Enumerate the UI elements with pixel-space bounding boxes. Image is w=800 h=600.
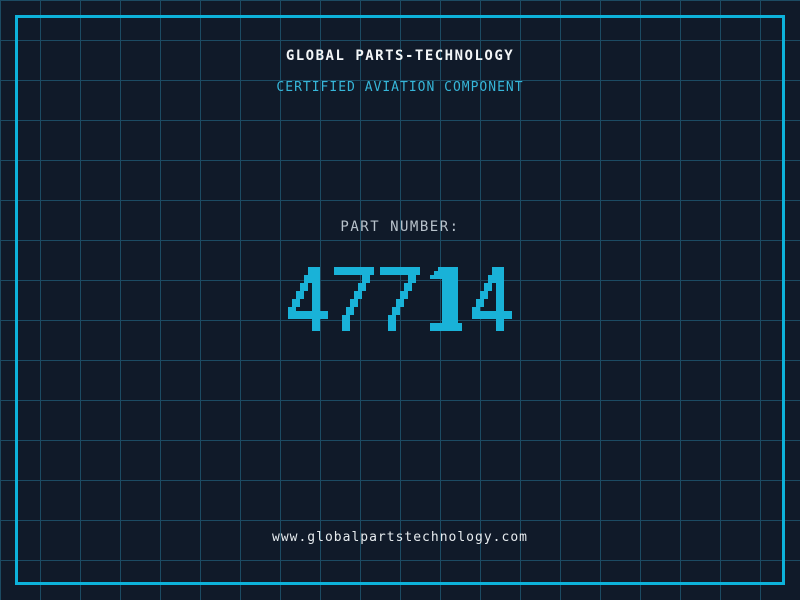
part-number-digit <box>472 267 512 331</box>
part-number-digit <box>430 267 462 331</box>
part-number-value <box>0 267 800 331</box>
blueprint-border-frame <box>15 15 785 585</box>
part-number-label: PART NUMBER: <box>340 219 460 235</box>
part-number-digit <box>334 267 374 331</box>
certification-subtitle: CERTIFIED AVIATION COMPONENT <box>276 80 524 95</box>
company-title: GLOBAL PARTS-TECHNOLOGY <box>285 48 515 64</box>
website-url: www.globalpartstechnology.com <box>272 530 528 545</box>
part-number-digit <box>288 267 328 331</box>
part-number-digit <box>380 267 420 331</box>
